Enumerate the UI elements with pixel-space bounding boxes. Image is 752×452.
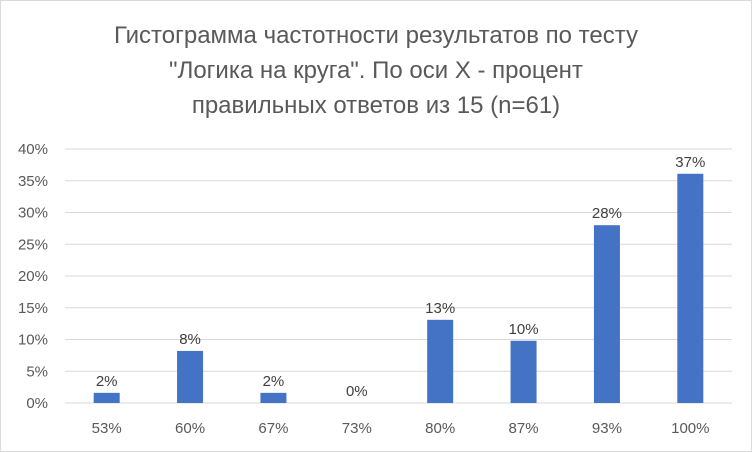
y-tick-label: 40% bbox=[18, 141, 48, 158]
chart-title: Гистограмма частотности результатов по т… bbox=[0, 18, 752, 123]
bar bbox=[177, 350, 204, 403]
x-tick-label: 80% bbox=[425, 420, 455, 437]
y-tick-label: 30% bbox=[18, 205, 48, 222]
bar bbox=[93, 392, 120, 403]
y-tick-label: 15% bbox=[18, 300, 48, 317]
x-tick-label: 53% bbox=[92, 420, 122, 437]
data-label: 13% bbox=[425, 300, 455, 317]
x-tick-label: 73% bbox=[342, 420, 372, 437]
bar bbox=[510, 340, 537, 403]
y-tick-label: 35% bbox=[18, 173, 48, 190]
chart-title-line-2: "Логика на круга". По оси X - процент bbox=[169, 57, 583, 84]
data-label: 28% bbox=[592, 205, 622, 222]
bar bbox=[677, 173, 704, 403]
chart-title-line-1: Гистограмма частотности результатов по т… bbox=[113, 22, 639, 49]
data-label: 37% bbox=[675, 154, 705, 171]
x-tick-label: 100% bbox=[671, 420, 709, 437]
y-tick-label: 5% bbox=[26, 363, 48, 380]
x-tick-label: 60% bbox=[175, 420, 205, 437]
data-label: 0% bbox=[346, 383, 368, 400]
bar bbox=[427, 319, 454, 403]
data-label: 10% bbox=[509, 321, 539, 338]
x-tick-label: 67% bbox=[258, 420, 288, 437]
x-tick-label: 87% bbox=[509, 420, 539, 437]
data-label: 2% bbox=[96, 373, 118, 390]
data-label: 2% bbox=[263, 373, 285, 390]
y-tick-label: 20% bbox=[18, 268, 48, 285]
y-tick-label: 25% bbox=[18, 236, 48, 253]
chart-title-line-3: правильных ответов из 15 (n=61) bbox=[191, 92, 561, 119]
data-label: 8% bbox=[179, 331, 201, 348]
x-tick-label: 93% bbox=[592, 420, 622, 437]
y-tick-label: 0% bbox=[26, 395, 48, 412]
y-tick-label: 10% bbox=[18, 332, 48, 349]
bar bbox=[593, 225, 620, 403]
bar bbox=[260, 392, 287, 403]
